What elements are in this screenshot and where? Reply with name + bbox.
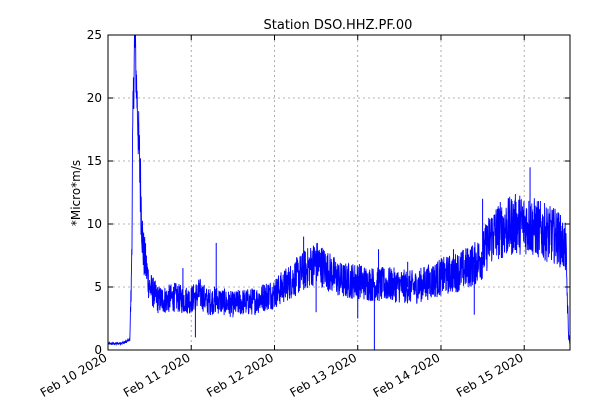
y-tick-label: 15 [87, 154, 102, 168]
plot-frame [107, 34, 571, 351]
series-line [107, 34, 571, 347]
x-axis: Feb 10 2020 Feb 11 2020 Feb 12 2020 Feb 13 … [38, 35, 526, 400]
y-tick-label: 25 [87, 28, 102, 42]
y-tick-label: 10 [87, 217, 102, 231]
x-tick-label: Feb 14 2020 [371, 350, 443, 399]
y-tick-label: 0 [94, 343, 102, 357]
x-tick-label: Feb 10 2020 [38, 350, 110, 399]
x-tick-label: Feb 11 2020 [121, 350, 193, 399]
y-tick-label: 5 [94, 280, 102, 294]
grid [108, 35, 570, 350]
y-tick-label: 20 [87, 91, 102, 105]
chart-title: Station DSO.HHZ.PF.00 [264, 18, 413, 33]
x-tick-label: Feb 13 2020 [288, 350, 360, 399]
series [107, 34, 571, 350]
x-tick-label: Feb 12 2020 [204, 350, 276, 399]
y-axis-label: *Micro*m/s [69, 160, 83, 226]
y-axis: 0 5 10 15 20 25 [87, 28, 570, 357]
x-tick-label: Feb 15 2020 [454, 350, 526, 399]
